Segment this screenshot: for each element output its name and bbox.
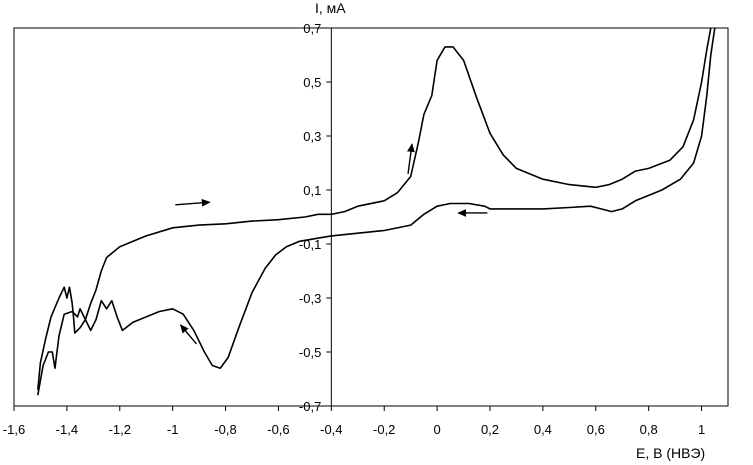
y-tick-label: 0,3 (303, 129, 321, 144)
x-tick-label: -0,8 (214, 422, 236, 437)
y-tick-label: 0,7 (303, 21, 321, 36)
y-axis-title: I, мА (315, 0, 346, 16)
x-tick-label: -1,6 (3, 422, 25, 437)
y-tick-label: -0,3 (299, 291, 321, 306)
series-line-4 (37, 213, 332, 390)
x-tick-label: 1 (698, 422, 705, 437)
y-tick-label: 0,1 (303, 183, 321, 198)
x-tick-label: -0,4 (320, 422, 342, 437)
x-tick-label: -1,2 (109, 422, 131, 437)
x-tick-label: -1,4 (56, 422, 78, 437)
direction-arrow (175, 198, 211, 207)
y-tick-label: -0,7 (299, 399, 321, 414)
y-tick-label: 0,5 (303, 75, 321, 90)
y-tick-label: -0,5 (299, 345, 321, 360)
x-tick-label: -0,6 (267, 422, 289, 437)
direction-arrow (407, 143, 415, 174)
x-tick-label: 0,6 (587, 422, 605, 437)
plot-area-border (13, 27, 729, 407)
series-line-3 (37, 235, 332, 396)
x-tick-label: 0,4 (534, 422, 552, 437)
plot-layer: -1,6 -1,4 -1,2 -1 -0,8 -0,6 -0,4 -0,2 0 0,2 0,4 0,6… (3, 21, 729, 437)
direction-arrow (179, 324, 198, 345)
series-line-2 (331, 27, 712, 216)
series-line-1 (331, 27, 716, 237)
x-tick-label: 0,8 (640, 422, 658, 437)
x-tick-label: -1 (167, 422, 179, 437)
x-tick-label: 0,2 (481, 422, 499, 437)
x-axis-title: E, В (НВЭ) (636, 445, 705, 461)
x-tick-label: -0,2 (373, 422, 395, 437)
x-tick-label: 0 (433, 422, 440, 437)
